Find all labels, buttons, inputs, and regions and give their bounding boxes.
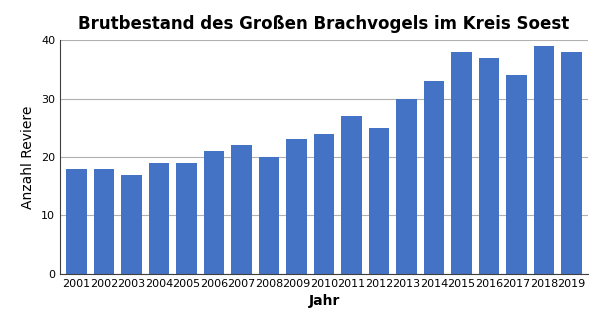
Bar bbox=[203, 151, 224, 274]
X-axis label: Jahr: Jahr bbox=[308, 294, 340, 308]
Bar bbox=[533, 46, 554, 274]
Bar bbox=[506, 75, 527, 274]
Bar bbox=[94, 169, 115, 274]
Bar bbox=[424, 81, 445, 274]
Bar bbox=[314, 134, 334, 274]
Bar bbox=[149, 163, 169, 274]
Bar bbox=[368, 128, 389, 274]
Y-axis label: Anzahl Reviere: Anzahl Reviere bbox=[22, 105, 35, 209]
Bar bbox=[121, 174, 142, 274]
Bar bbox=[479, 57, 499, 274]
Bar bbox=[561, 52, 582, 274]
Bar bbox=[396, 99, 417, 274]
Bar bbox=[231, 145, 252, 274]
Bar bbox=[259, 157, 280, 274]
Bar bbox=[451, 52, 472, 274]
Bar bbox=[66, 169, 87, 274]
Title: Brutbestand des Großen Brachvogels im Kreis Soest: Brutbestand des Großen Brachvogels im Kr… bbox=[79, 15, 569, 33]
Bar bbox=[341, 116, 362, 274]
Bar bbox=[176, 163, 197, 274]
Bar bbox=[286, 140, 307, 274]
